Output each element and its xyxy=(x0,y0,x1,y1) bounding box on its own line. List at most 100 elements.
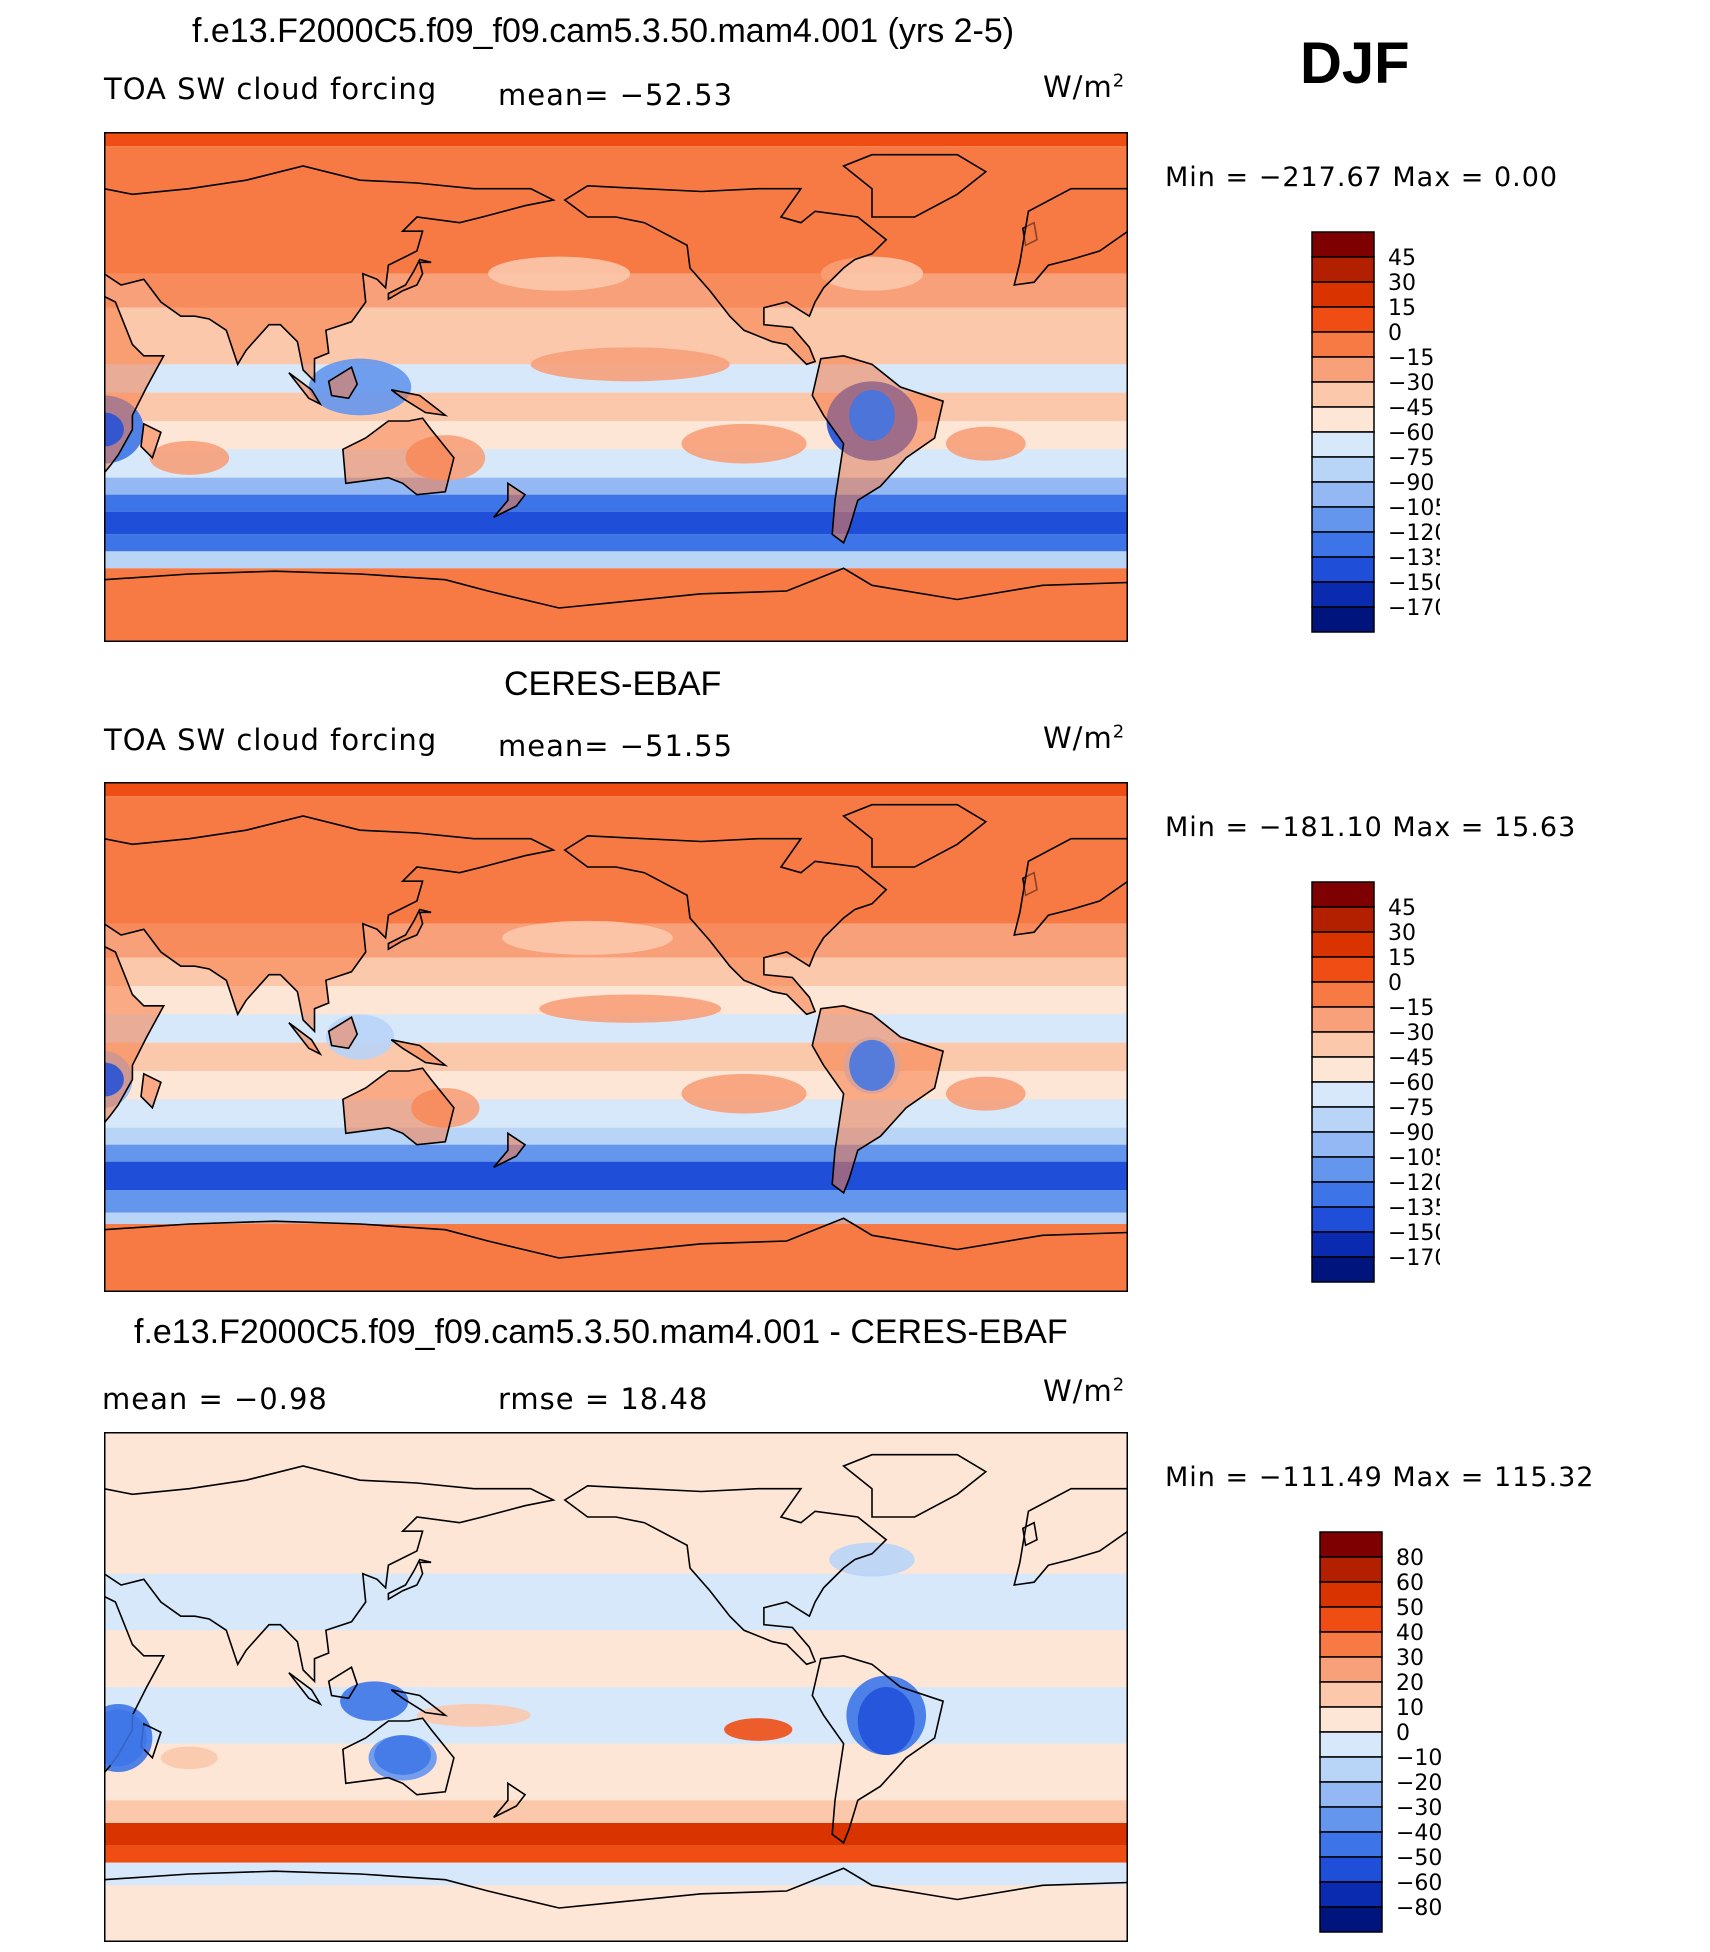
colorbar-tick-label: 45 xyxy=(1388,246,1416,271)
colorbar-tick-label: −150 xyxy=(1388,1221,1440,1246)
colorbar-tick-label: −15 xyxy=(1388,346,1434,371)
colorbar-swatch xyxy=(1311,906,1375,933)
colorbar-tick-label: −135 xyxy=(1388,1196,1440,1221)
coastline xyxy=(327,1665,359,1700)
coastline xyxy=(493,1131,527,1169)
colorbar-swatch xyxy=(1311,531,1375,558)
colorbar-tick-label: −150 xyxy=(1388,571,1440,596)
colorbar-swatch xyxy=(1319,1681,1383,1708)
colorbar-tick-label: 80 xyxy=(1396,1546,1424,1571)
coastline xyxy=(387,908,432,951)
colorbar-tick-label: 15 xyxy=(1388,296,1416,321)
panel3-map xyxy=(104,1432,1128,1942)
colorbar-tick-label: 20 xyxy=(1396,1671,1424,1696)
colorbar-swatch xyxy=(1311,556,1375,583)
coastline xyxy=(140,422,162,460)
zonal-band xyxy=(104,1823,1128,1846)
panel3-map-svg xyxy=(104,1432,1128,1942)
field-region xyxy=(104,1709,147,1767)
panel2-title: CERES-EBAF xyxy=(504,665,722,703)
colorbar-tick-label: −50 xyxy=(1396,1846,1442,1871)
colorbar-tick-label: −105 xyxy=(1388,1146,1440,1171)
panel1-minmax: Min = −217.67 Max = 0.00 xyxy=(1165,162,1559,193)
colorbar-swatch xyxy=(1319,1831,1383,1858)
colorbar-swatch xyxy=(1311,881,1375,908)
panel3-mean-label: mean = −0.98 xyxy=(102,1382,328,1416)
field-region xyxy=(488,256,631,291)
coastline xyxy=(563,184,888,366)
field-region xyxy=(104,412,124,447)
colorbar-swatch xyxy=(1311,406,1375,433)
colorbar-swatch xyxy=(1311,506,1375,533)
zonal-band xyxy=(104,1687,1128,1744)
field-region xyxy=(530,347,730,382)
colorbar-tick-label: −90 xyxy=(1388,471,1434,496)
field-region xyxy=(104,1062,124,1097)
zonal-band xyxy=(104,1885,1128,1942)
field-region xyxy=(681,1073,807,1114)
zonal-band xyxy=(104,1042,1128,1071)
coastline xyxy=(493,1781,527,1819)
colorbar-swatch xyxy=(1311,956,1375,983)
colorbar-swatch xyxy=(1319,1881,1383,1908)
colorbar-tick-label: 0 xyxy=(1388,321,1402,346)
colorbar-swatch xyxy=(1311,356,1375,383)
colorbar-swatch xyxy=(1319,1706,1383,1733)
colorbar-swatch xyxy=(1311,1006,1375,1033)
panel1-field-label: TOA SW cloud forcing xyxy=(104,72,438,106)
coastline xyxy=(811,1004,945,1195)
panel3-colorbar: 80 60 50 40 30 20 10 0 −10 −20 −30 −40 −50 −60 −80 xyxy=(1318,1530,1448,1940)
colorbar-swatch xyxy=(1311,256,1375,283)
zonal-band xyxy=(104,534,1128,552)
colorbar-tick-label: 10 xyxy=(1396,1696,1424,1721)
colorbar-swatch xyxy=(1319,1606,1383,1633)
field-region xyxy=(724,1718,793,1741)
colorbar-tick-label: −45 xyxy=(1388,396,1434,421)
colorbar-tick-label: −10 xyxy=(1396,1746,1442,1771)
zonal-band xyxy=(104,511,1128,535)
colorbar-swatch xyxy=(1319,1781,1383,1808)
colorbar-tick-label: 15 xyxy=(1388,946,1416,971)
coastline xyxy=(288,1672,323,1706)
field-region xyxy=(829,1542,915,1577)
zonal-band xyxy=(104,1161,1128,1190)
panel2-mean-label: mean= −51.55 xyxy=(498,729,734,763)
colorbar-tick-label: −75 xyxy=(1388,446,1434,471)
panel3-rmse-label: rmse = 18.48 xyxy=(498,1382,709,1416)
field-region xyxy=(849,389,895,441)
coastline xyxy=(288,1022,323,1056)
panel1-colorbar-svg: 4530150−15−30−45−60−75−90−105−120−135−15… xyxy=(1311,231,1448,633)
zonal-band xyxy=(104,1573,1128,1631)
coastline xyxy=(842,1453,988,1518)
panel3-units: W/m2 xyxy=(1043,1374,1126,1408)
colorbar-tick-label: −80 xyxy=(1396,1896,1442,1921)
panel2-field-label: TOA SW cloud forcing xyxy=(104,723,438,757)
zonal-band xyxy=(104,1630,1128,1687)
colorbar-swatch xyxy=(1319,1906,1383,1933)
colorbar-swatch xyxy=(1311,281,1375,308)
colorbar-tick-label: −30 xyxy=(1388,371,1434,396)
coastline xyxy=(104,165,556,384)
colorbar-tick-label: 45 xyxy=(1388,896,1416,921)
zonal-band xyxy=(104,1845,1128,1863)
colorbar-tick-label: −120 xyxy=(1388,1171,1440,1196)
coastline xyxy=(1013,837,1128,936)
colorbar-swatch xyxy=(1319,1556,1383,1583)
colorbar-tick-label: −30 xyxy=(1388,1021,1434,1046)
zonal-band xyxy=(104,551,1128,569)
field-region xyxy=(340,1681,409,1721)
coastline xyxy=(1013,1487,1128,1586)
colorbar-swatch xyxy=(1311,1081,1375,1108)
field-region xyxy=(374,1735,432,1775)
coastline xyxy=(104,1465,556,1684)
panel1-map xyxy=(104,132,1128,642)
colorbar-swatch xyxy=(1319,1756,1383,1783)
colorbar-swatch xyxy=(1311,1231,1375,1258)
zonal-band xyxy=(104,1190,1128,1213)
colorbar-tick-label: −60 xyxy=(1396,1871,1442,1896)
zonal-band xyxy=(104,1212,1128,1224)
colorbar-tick-label: −170 xyxy=(1388,596,1440,621)
zonal-band xyxy=(104,782,1128,797)
colorbar-tick-label: −15 xyxy=(1388,996,1434,1021)
